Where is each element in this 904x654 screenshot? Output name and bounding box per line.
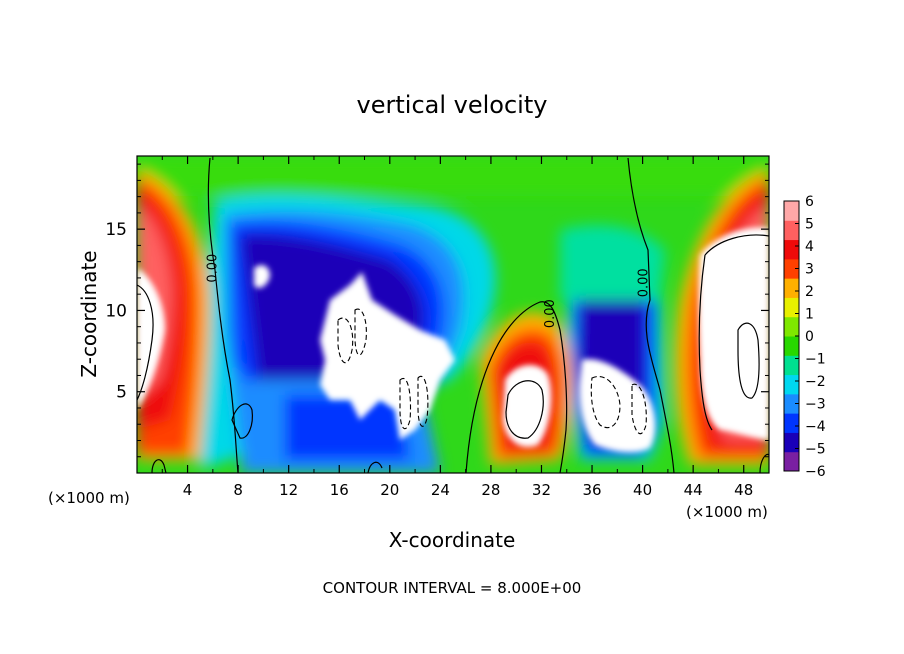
x-tick-label: 16 (330, 481, 349, 499)
x-unit-left: (×1000 m) (48, 489, 130, 507)
colorbar-tick-label: −2 (805, 374, 826, 390)
colorbar-tick-label: −3 (805, 397, 826, 413)
velocity-field (137, 156, 769, 473)
x-tick-label: 8 (233, 481, 243, 499)
contour-label: 0.00 (543, 299, 558, 328)
colorbar-swatch (784, 451, 799, 472)
colorbar-tick-label: −6 (805, 464, 826, 480)
y-tick-label: 10 (105, 301, 127, 321)
colorbar-tick-label: 4 (805, 239, 814, 255)
colorbar-swatch (784, 239, 799, 260)
colorbar-swatch (784, 316, 799, 337)
colorbar-swatch (784, 297, 799, 318)
x-tick-label: 4 (183, 481, 193, 499)
contour-labels: 0.00 0.00 0.00 (206, 254, 652, 328)
contour-label: 0.00 (206, 254, 221, 283)
contour-label: 0.00 (637, 268, 652, 297)
colorbar-tick-label: 6 (805, 194, 814, 210)
colorbar-tick-label: −4 (805, 419, 826, 435)
y-tick-label: 5 (116, 383, 127, 403)
colorbar-swatch (784, 413, 799, 433)
colorbar-swatch (784, 220, 799, 241)
y-axis-ticks: 5 10 15 (105, 163, 769, 458)
colorbar-swatch (784, 393, 799, 414)
x-tick-label: 12 (279, 481, 298, 499)
colorbar-tick-label: −5 (805, 442, 826, 458)
colorbar-swatch (784, 336, 799, 356)
contour-lines-dashed (337, 308, 647, 435)
y-tick-label: 15 (105, 220, 127, 240)
x-axis-label: X-coordinate (389, 528, 516, 552)
colorbar-tick-label: 5 (805, 217, 814, 233)
colorbar-swatch (784, 374, 799, 395)
x-tick-label: 48 (734, 481, 753, 499)
x-tick-label: 40 (633, 481, 652, 499)
contour-interval-footer: CONTOUR INTERVAL = 8.000E+00 (323, 579, 582, 597)
x-unit-right: (×1000 m) (686, 503, 768, 521)
plot-frame (136, 155, 770, 474)
colorbar-tick-label: 3 (805, 262, 814, 278)
contour-lines (137, 157, 769, 473)
x-tick-label: 20 (380, 481, 399, 499)
colorbar: 6 5 4 3 2 1 0 −1 −2 −3 −4 −5 −6 (783, 194, 826, 480)
x-axis-ticks: 4 8 12 16 20 24 28 32 36 40 44 48 (161, 156, 753, 499)
x-tick-label: 36 (582, 481, 601, 499)
y-axis-label: Z-coordinate (77, 250, 101, 377)
colorbar-swatch (784, 432, 799, 453)
x-tick-label: 32 (532, 481, 551, 499)
colorbar-tick-label: −1 (805, 352, 826, 368)
x-tick-label: 28 (481, 481, 500, 499)
colorbar-tick-label: 2 (805, 284, 814, 300)
x-tick-label: 44 (684, 481, 703, 499)
colorbar-swatch (784, 258, 799, 279)
colorbar-swatch (784, 201, 799, 221)
out-of-range-regions (137, 227, 769, 453)
colorbar-swatch (784, 278, 799, 298)
chart-title: vertical velocity (357, 91, 548, 119)
x-tick-label: 24 (431, 481, 450, 499)
colorbar-swatch (784, 355, 799, 376)
colorbar-tick-label: 0 (805, 329, 814, 345)
colorbar-tick-label: 1 (805, 307, 814, 323)
